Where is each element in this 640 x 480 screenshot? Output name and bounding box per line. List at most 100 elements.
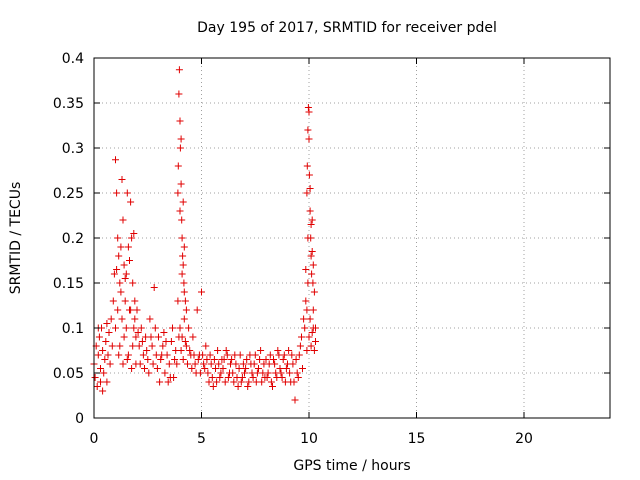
- data-point: [145, 369, 153, 377]
- data-point: [120, 261, 128, 269]
- data-point: [143, 347, 151, 354]
- y-tick-label: 0.25: [53, 186, 84, 202]
- data-point: [227, 360, 234, 368]
- data-point: [176, 117, 184, 125]
- data-point: [180, 288, 188, 296]
- data-point: [264, 369, 272, 377]
- data-point: [209, 383, 217, 390]
- data-point: [255, 365, 262, 372]
- data-point: [180, 279, 188, 287]
- data-point: [171, 356, 179, 363]
- data-point: [244, 383, 252, 390]
- data-point: [287, 378, 295, 386]
- data-point: [102, 338, 110, 345]
- data-point: [219, 365, 227, 372]
- data-point: [115, 252, 123, 260]
- data-point: [138, 338, 146, 345]
- data-point: [148, 342, 156, 350]
- data-point: [109, 297, 117, 305]
- data-point: [200, 360, 208, 368]
- data-point: [202, 342, 210, 350]
- data-point: [175, 90, 183, 98]
- data-point: [308, 216, 316, 224]
- data-point: [117, 243, 125, 251]
- data-point: [262, 356, 270, 363]
- data-point: [174, 189, 182, 197]
- data-point: [306, 185, 314, 192]
- data-point: [141, 365, 148, 372]
- data-point: [165, 360, 173, 368]
- data-point: [237, 378, 245, 386]
- data-point: [250, 360, 258, 368]
- data-point: [266, 351, 274, 359]
- data-point: [280, 351, 288, 359]
- data-point: [305, 333, 313, 341]
- data-point: [181, 297, 189, 305]
- y-tick-label: 0.35: [53, 96, 84, 112]
- data-point: [116, 279, 124, 287]
- data-point: [180, 243, 188, 251]
- data-point: [207, 360, 215, 368]
- data-point: [93, 383, 101, 390]
- data-point: [115, 351, 123, 359]
- data-point: [198, 288, 205, 296]
- data-point: [228, 356, 236, 363]
- data-point: [131, 297, 139, 305]
- data-point: [106, 360, 114, 368]
- data-point: [157, 356, 165, 363]
- data-point: [206, 351, 214, 359]
- data-point: [212, 365, 219, 372]
- data-point: [97, 365, 104, 372]
- data-point: [119, 216, 127, 224]
- data-point: [116, 342, 124, 350]
- data-point: [179, 261, 187, 269]
- data-point: [235, 365, 243, 372]
- data-point: [298, 333, 305, 341]
- data-point: [189, 333, 197, 341]
- data-points: [90, 66, 319, 404]
- data-point: [230, 378, 238, 386]
- data-point: [134, 329, 142, 336]
- data-point: [176, 207, 184, 215]
- data-point: [194, 356, 202, 363]
- data-point: [104, 351, 112, 359]
- data-point: [112, 156, 119, 164]
- data-point: [127, 306, 135, 314]
- data-point: [309, 324, 317, 332]
- data-point: [164, 378, 172, 386]
- data-point: [179, 356, 187, 363]
- data-point: [220, 356, 228, 363]
- data-point: [190, 351, 198, 359]
- data-point: [117, 288, 125, 296]
- data-point: [267, 378, 275, 386]
- data-point: [203, 356, 211, 363]
- data-point: [213, 378, 221, 386]
- data-point: [208, 374, 216, 381]
- data-point: [305, 135, 313, 143]
- data-point: [249, 374, 257, 381]
- data-point: [150, 284, 158, 291]
- data-point: [180, 315, 188, 323]
- data-point: [144, 356, 152, 363]
- data-point: [113, 189, 121, 197]
- data-point: [162, 338, 170, 345]
- data-point: [205, 378, 213, 386]
- data-point: [123, 356, 131, 363]
- data-point: [128, 365, 136, 372]
- data-point: [179, 198, 187, 206]
- data-point: [291, 396, 299, 404]
- data-point: [110, 270, 118, 278]
- y-tick-label: 0.15: [53, 276, 84, 292]
- data-point: [191, 360, 199, 368]
- data-point: [91, 374, 99, 381]
- data-point: [178, 270, 186, 278]
- data-point: [256, 356, 264, 363]
- data-point: [224, 374, 232, 381]
- data-point: [179, 252, 187, 260]
- data-point: [299, 365, 306, 372]
- data-point: [294, 374, 302, 381]
- data-point: [215, 360, 223, 368]
- data-point: [274, 347, 282, 354]
